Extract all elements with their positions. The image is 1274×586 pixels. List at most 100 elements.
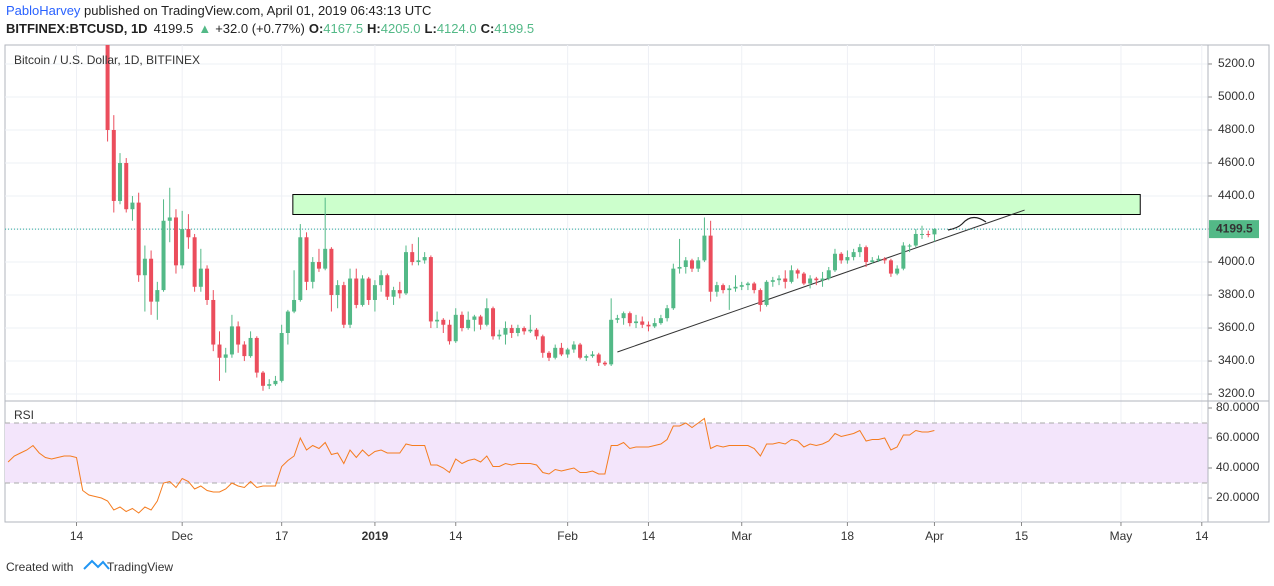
candle [279,324,284,383]
candle-body [304,237,309,282]
candle-body [453,314,458,342]
candle-body [354,278,359,305]
candle [689,258,694,272]
x-tick-label: 18 [841,529,855,543]
candle [770,276,775,287]
candle [658,314,663,325]
candle [491,306,496,340]
candle [596,352,601,367]
candle-body [801,273,806,284]
candle [764,280,769,307]
candle [285,309,290,345]
candle-body [341,285,346,325]
candle [341,281,346,329]
candle-body [435,319,440,322]
candle [323,197,328,271]
candle [236,321,241,353]
candle-body [553,347,558,358]
candle [708,220,713,302]
x-tick-label: 17 [275,529,289,543]
candle [920,225,925,239]
candle [528,314,533,333]
candle [335,280,340,309]
candle [348,268,353,329]
candle [901,242,906,271]
candle-body [764,281,769,305]
candle [515,324,520,337]
candle-body [441,319,446,325]
candle-body [217,344,222,358]
c-value: 4199.5 [494,21,534,36]
candle-body [397,290,402,294]
footer-brand[interactable]: TradingView [107,560,173,574]
candle [261,370,266,391]
candle-body [298,237,303,300]
candle-body [466,319,471,329]
candle [789,265,794,284]
candle-body [602,362,607,365]
candle-body [920,233,925,235]
rsi-pane [5,417,1208,514]
candle [273,375,278,386]
candle-body [242,344,247,357]
candle-body [503,328,508,335]
trendline [617,209,1025,353]
candle [553,344,558,360]
candle-body [223,354,228,358]
candle-body [522,328,527,332]
candle [932,228,937,242]
candle-body [459,314,464,329]
candle [727,285,732,310]
rsi-band [5,423,1208,483]
candle-body [888,260,893,274]
candle [590,351,595,358]
candle-body [584,356,589,358]
candle [354,268,359,309]
candle-body [565,349,570,355]
candle [870,257,875,264]
sketch-arc [947,216,987,231]
candle-body [528,329,533,332]
author[interactable]: PabloHarvey [6,3,81,18]
candle-body [316,262,321,269]
footer-text: Created with [6,560,73,574]
candle [733,275,738,292]
candle [229,314,234,358]
candle-body [422,257,427,261]
candle-body [161,220,166,291]
c-label: C: [481,21,495,36]
candle-body [895,268,900,274]
candle-body [180,229,185,266]
candle-body [279,332,284,381]
candle-body [839,253,844,261]
candle [242,341,247,362]
candle [820,271,825,287]
candle-body [546,352,551,358]
candle [814,276,819,286]
candle [205,265,210,305]
candle-body [323,248,328,269]
x-tick-label: 14 [1195,529,1209,543]
o-value: 4167.5 [323,21,363,36]
x-tick-label: 14 [449,529,463,543]
candle [652,318,657,329]
candle [397,281,402,299]
candle [223,347,228,373]
candle [111,115,116,213]
candle-body [267,384,272,386]
candle-body [105,45,110,130]
candle-body [428,257,433,322]
candle-body [366,278,371,300]
candle [876,255,881,263]
publish-line: PabloHarvey published on TradingView.com… [6,3,431,18]
candle-body [310,262,315,282]
candle-body [142,258,147,276]
candle-body [739,285,744,287]
resistance-zone [292,194,1141,215]
candle-body [758,290,763,305]
last-price-label: 4199.5 [1216,221,1253,235]
candle-body [634,321,639,324]
candle [546,351,551,362]
y-tick-label: 3600.0 [1218,320,1255,334]
candle [472,314,477,332]
